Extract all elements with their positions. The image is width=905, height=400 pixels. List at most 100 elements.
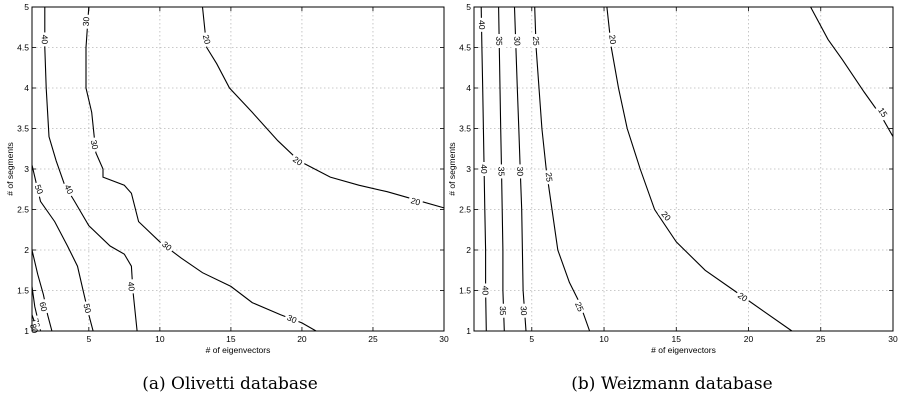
contour-label-bg xyxy=(283,311,301,327)
contour-label-bg xyxy=(514,164,526,179)
y-tick-label: 5 xyxy=(24,2,29,12)
contour-label: 40 xyxy=(126,281,137,292)
contour-label-bg xyxy=(478,161,490,177)
x-tick-label: 25 xyxy=(368,334,378,344)
contour-label: 20 xyxy=(607,34,618,45)
contour-label: 30 xyxy=(512,36,522,46)
y-tick-label: 4.5 xyxy=(459,43,471,53)
x-tick-label: 20 xyxy=(297,334,307,344)
contour-label-bg xyxy=(874,103,891,121)
contour-label-bg xyxy=(494,33,505,49)
y-tick-label: 2 xyxy=(466,245,471,255)
contour-label: 40 xyxy=(62,183,75,196)
y-tick-label: 4 xyxy=(466,83,471,93)
contour-label-bg xyxy=(530,33,542,49)
y-tick-label: 3.5 xyxy=(17,124,29,134)
contour-label: 35 xyxy=(496,167,506,177)
contour-label-bg xyxy=(496,164,507,179)
x-tick-label: 30 xyxy=(439,334,449,344)
y-tick-label: 5 xyxy=(466,2,471,12)
contour-label: 25 xyxy=(531,36,542,46)
contour-label-bg xyxy=(512,33,523,49)
x-tick-label: 5 xyxy=(86,334,91,344)
contour-label-bg xyxy=(518,303,530,318)
y-tick-label: 4 xyxy=(24,83,29,93)
contour-label: 30 xyxy=(519,306,529,316)
x-tick-label: 10 xyxy=(599,334,609,344)
contour-label-bg xyxy=(61,180,77,198)
contour-label-bg xyxy=(657,207,675,225)
contour-label-bg xyxy=(572,298,587,316)
x-tick-label: 15 xyxy=(672,334,682,344)
contour-line-40 xyxy=(44,7,138,332)
contour-label-bg xyxy=(158,237,176,255)
x-tick-label: 15 xyxy=(226,334,236,344)
contour-label: 40 xyxy=(477,20,487,30)
contour-label: 20 xyxy=(201,34,213,46)
panel-olivetti: 2020203030303040404050506070805101520253… xyxy=(5,2,449,394)
y-axis-label: # of segments xyxy=(447,142,457,195)
y-tick-label: 2.5 xyxy=(459,205,471,215)
y-tick-label: 1.5 xyxy=(459,286,471,296)
contour-label-bg xyxy=(476,17,488,32)
x-tick-label: 30 xyxy=(888,334,898,344)
x-tick-label: 25 xyxy=(816,334,826,344)
x-tick-label: 10 xyxy=(155,334,165,344)
contour-label: 40 xyxy=(479,164,489,174)
contour-label-bg xyxy=(36,298,50,315)
y-tick-label: 1 xyxy=(24,326,29,336)
contour-label: 30 xyxy=(515,167,525,177)
contour-label-bg xyxy=(125,279,138,294)
contour-label: 25 xyxy=(544,172,555,183)
y-tick-label: 1 xyxy=(466,326,471,336)
contour-label-bg xyxy=(88,136,101,153)
x-tick-label: 20 xyxy=(744,334,754,344)
x-tick-label: 5 xyxy=(529,334,534,344)
contour-label: 50 xyxy=(81,303,93,315)
y-tick-label: 4.5 xyxy=(17,43,29,53)
contour-line-30 xyxy=(85,6,317,332)
contour-line-20 xyxy=(201,6,445,209)
contour-label: 35 xyxy=(498,306,508,316)
contour-label: 30 xyxy=(81,16,92,26)
y-tick-label: 1.5 xyxy=(17,286,29,296)
panel-caption: (b) Weizmann database xyxy=(571,374,772,394)
contour-label-bg xyxy=(497,303,509,318)
contour-label-bg xyxy=(543,169,555,185)
contour-line-60 xyxy=(31,249,53,332)
x-axis-label: # of eigenvectors xyxy=(651,345,716,355)
y-tick-label: 3 xyxy=(466,164,471,174)
y-tick-label: 2 xyxy=(24,245,29,255)
contour-label-bg xyxy=(31,180,47,198)
y-axis-label: # of segments xyxy=(5,142,15,195)
plot-frame xyxy=(31,6,445,332)
contour-label-bg xyxy=(407,194,424,209)
contour-label-bg xyxy=(289,152,307,169)
contour-label-bg xyxy=(80,300,94,317)
y-tick-label: 3.5 xyxy=(459,124,471,134)
contour-line-25 xyxy=(534,6,591,332)
x-axis-label: # of eigenvectors xyxy=(206,345,271,355)
contour-label: 30 xyxy=(89,139,101,150)
contour-label: 50 xyxy=(33,183,46,196)
y-tick-label: 2.5 xyxy=(17,205,29,215)
contour-label: 60 xyxy=(37,301,49,313)
contour-label: 30 xyxy=(286,312,299,325)
contour-label-bg xyxy=(27,320,41,337)
contour-label: 80 xyxy=(28,323,40,335)
contour-label-bg xyxy=(480,283,491,298)
contour-label-bg xyxy=(606,31,619,48)
panel-caption: (a) Olivetti database xyxy=(142,374,318,394)
contour-label: 40 xyxy=(40,35,50,45)
contour-label-bg xyxy=(39,32,50,47)
contour-label: 20 xyxy=(410,195,422,207)
contour-label-bg xyxy=(80,14,92,29)
y-tick-label: 3 xyxy=(24,164,29,174)
contour-label: 25 xyxy=(573,300,586,313)
contour-label-bg xyxy=(734,288,752,306)
contour-label: 40 xyxy=(481,286,491,296)
contour-label-bg xyxy=(200,31,214,48)
contour-label: 35 xyxy=(494,36,504,46)
